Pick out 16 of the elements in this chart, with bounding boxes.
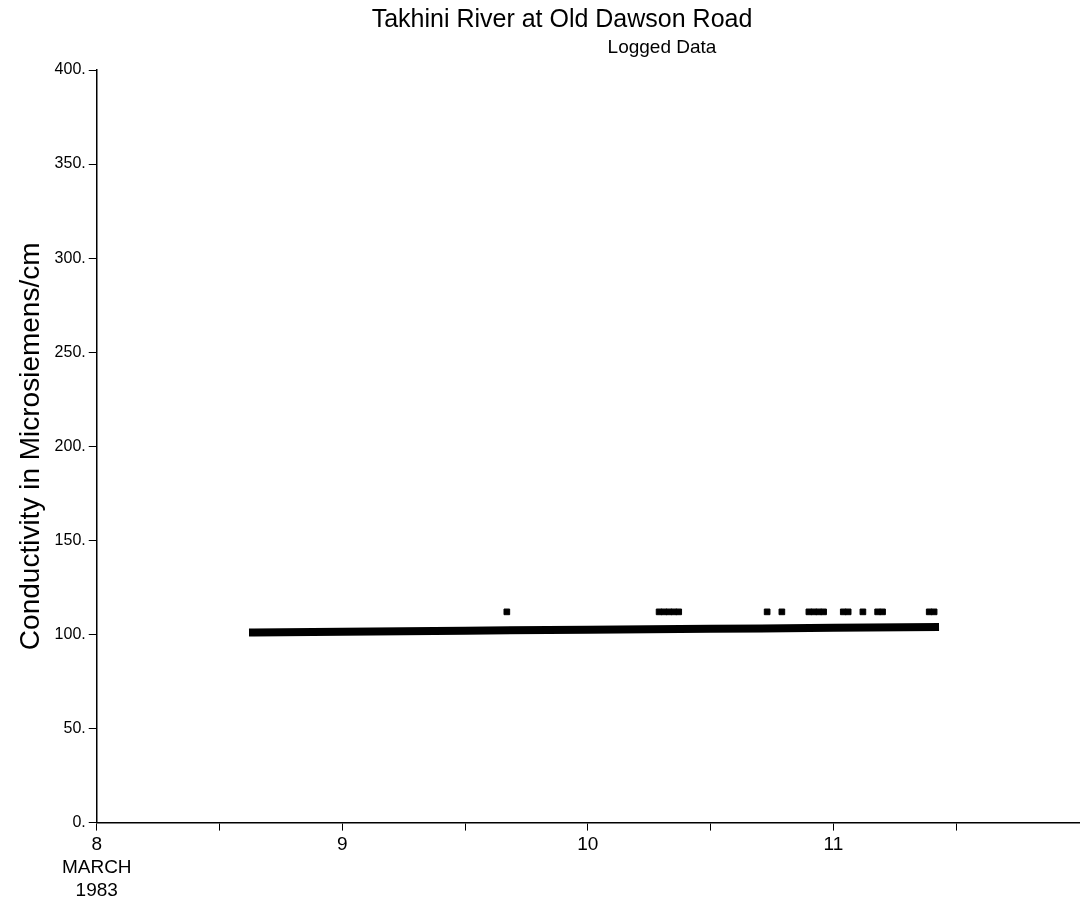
- y-tick-label: 300.: [54, 248, 86, 266]
- chart-title: Takhini River at Old Dawson Road: [370, 4, 754, 33]
- x-tick-label: 11: [823, 833, 844, 855]
- x-tick-label: 10: [577, 833, 599, 855]
- chart-subtitle: Logged Data: [606, 36, 718, 58]
- y-tick-label: 50.: [63, 718, 86, 736]
- x-tick-label: 8 MARCH 1983: [61, 833, 132, 900]
- y-tick-label: 0.: [72, 813, 86, 831]
- y-tick-label: 400.: [54, 60, 86, 78]
- y-axis-title: Conductivity in Microsiemens/cm: [13, 242, 45, 651]
- y-tick-label: 100.: [54, 624, 86, 642]
- y-tick-label: 350.: [54, 154, 86, 172]
- y-tick-label: 250.: [54, 342, 86, 360]
- x-tick-label: 9: [337, 833, 348, 855]
- y-tick-label: 150.: [54, 530, 86, 548]
- y-tick-label: 200.: [54, 436, 86, 454]
